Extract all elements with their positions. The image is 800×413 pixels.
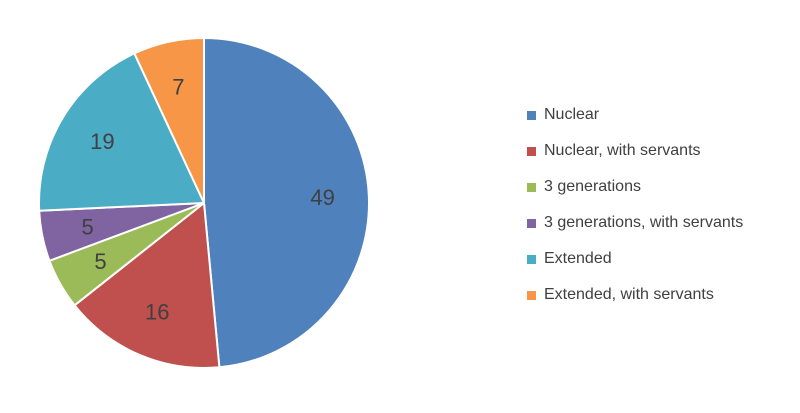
- data-label-extended: 19: [90, 129, 114, 154]
- pie-data-labels: 49 16 55 19 7: [81, 75, 334, 325]
- legend-swatch: [527, 218, 536, 228]
- legend-label: Extended: [544, 250, 612, 267]
- legend-item-extended-with-servants: Extended, with servants: [527, 283, 797, 307]
- legend-swatch: [527, 146, 536, 156]
- data-label-3-generations: 5: [94, 249, 106, 274]
- legend-label: Nuclear: [544, 106, 600, 123]
- chart-legend: Nuclear Nuclear, with servants 3 generat…: [527, 103, 797, 319]
- legend-item-3-generations: 3 generations: [527, 175, 797, 199]
- legend-item-nuclear: Nuclear: [527, 103, 797, 127]
- legend-item-3-generations-with-servants: 3 generations, with servants: [527, 211, 797, 235]
- pie-slice-extended-with-servants: [133, 37, 205, 204]
- data-label-extended-with-servants: 7: [172, 75, 184, 100]
- legend-label: Nuclear, with servants: [544, 142, 701, 159]
- legend-label: Extended, with servants: [544, 286, 714, 303]
- legend-swatch: [527, 290, 536, 300]
- legend-label: 3 generations: [544, 178, 641, 195]
- pie-slice-nuclear-with-servants: [73, 202, 221, 369]
- legend-item-nuclear-with-servants: Nuclear, with servants: [527, 139, 797, 163]
- data-label-nuclear: 49: [310, 185, 334, 210]
- legend-swatch: [527, 254, 536, 264]
- legend-swatch: [527, 110, 536, 120]
- legend-label: 3 generations, with servants: [544, 214, 744, 231]
- pie-slice-extended: [38, 52, 205, 212]
- legend-swatch: [527, 182, 536, 192]
- pie-slice-nuclear: [203, 37, 370, 369]
- pie-slices: [38, 37, 370, 369]
- legend-item-extended: Extended: [527, 247, 797, 271]
- data-label-3-generations-with-servants: 5: [81, 214, 93, 239]
- data-label-nuclear-with-servants: 16: [145, 300, 169, 325]
